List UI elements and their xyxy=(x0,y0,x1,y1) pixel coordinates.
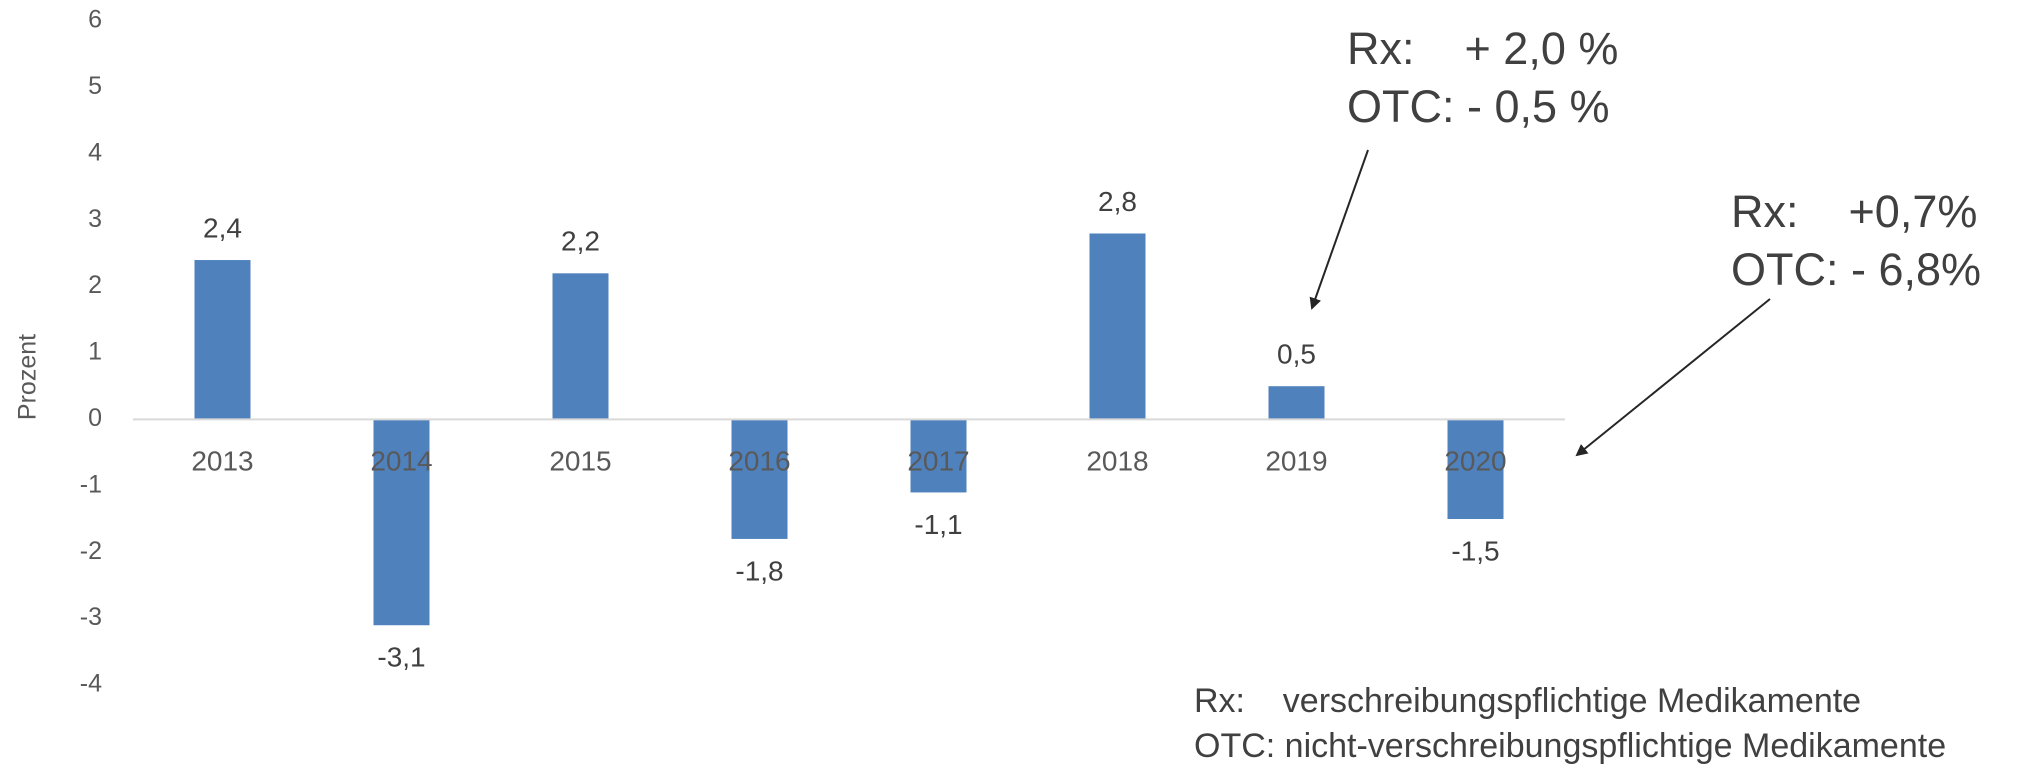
annotation: Rx: + 2,0 % xyxy=(1347,23,1618,74)
value-label: -1,5 xyxy=(1451,535,1499,566)
value-label: 2,2 xyxy=(561,226,600,257)
x-tick-label: 2018 xyxy=(1086,445,1148,476)
annotation: Rx: +0,7% xyxy=(1731,186,1977,237)
note: Rx: verschreibungspflichtige Medikamente xyxy=(1194,682,1861,720)
value-label: -1,1 xyxy=(914,509,962,540)
value-label: -3,1 xyxy=(377,642,425,673)
y-tick-label: -2 xyxy=(80,537,102,565)
y-tick-label: 6 xyxy=(88,6,102,34)
bar xyxy=(373,419,430,626)
x-tick-label: 2017 xyxy=(907,445,969,476)
x-tick-label: 2013 xyxy=(191,445,253,476)
y-tick-label: -3 xyxy=(80,603,102,631)
value-label: 2,8 xyxy=(1098,186,1137,217)
y-tick-label: 2 xyxy=(88,271,102,299)
value-label: 2,4 xyxy=(203,212,242,243)
bar xyxy=(1268,386,1325,420)
x-tick-label: 2020 xyxy=(1444,445,1506,476)
y-tick-label: -1 xyxy=(80,470,102,498)
y-tick-label: 1 xyxy=(88,338,102,366)
x-tick-label: 2014 xyxy=(370,445,432,476)
y-tick-label: 3 xyxy=(88,205,102,233)
y-tick-label: 0 xyxy=(88,404,102,432)
y-axis-label: Prozent xyxy=(14,334,42,420)
value-label: -1,8 xyxy=(735,555,783,586)
bar xyxy=(552,273,609,420)
bar xyxy=(910,419,967,493)
x-tick-label: 2015 xyxy=(549,445,611,476)
bar xyxy=(1447,419,1504,519)
annotation: OTC: - 0,5 % xyxy=(1347,81,1610,132)
y-tick-label: -4 xyxy=(80,670,102,698)
arrow xyxy=(1575,298,1771,457)
y-tick-label: 4 xyxy=(88,138,102,166)
bar xyxy=(731,419,788,539)
x-tick-label: 2016 xyxy=(728,445,790,476)
bar xyxy=(194,260,251,420)
y-tick-label: 5 xyxy=(88,72,102,100)
bar xyxy=(1089,233,1146,420)
value-label: 0,5 xyxy=(1277,339,1316,370)
x-tick-label: 2019 xyxy=(1265,445,1327,476)
arrow xyxy=(1309,149,1369,310)
annotation: OTC: - 6,8% xyxy=(1731,244,1981,295)
note: OTC: nicht-verschreibungspflichtige Medi… xyxy=(1194,727,1946,765)
